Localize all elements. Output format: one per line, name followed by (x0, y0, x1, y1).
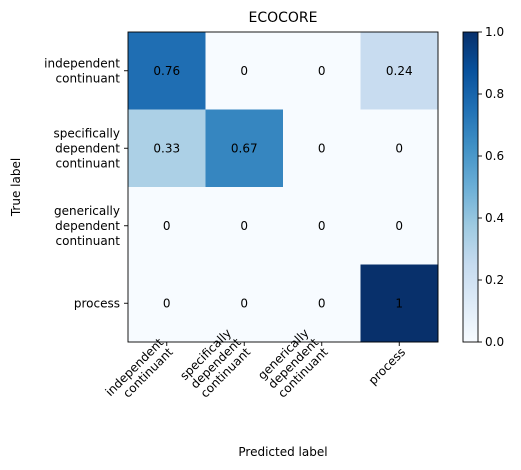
cell-value-label-1-3: 0 (395, 141, 403, 155)
cell-value-label-0-0: 0.76 (153, 64, 180, 78)
cell-value-label-2-2: 0 (318, 219, 326, 233)
matrix-cell-3-1 (205, 264, 284, 343)
matrix-cell-3-0 (128, 264, 206, 343)
matrix-cell-2-2 (283, 187, 361, 265)
colorbar-tick-label-5: 1.0 (485, 25, 504, 39)
y-tick-label-line: independent (44, 56, 120, 70)
matrix-cell-3-2 (283, 264, 361, 343)
cell-value-label-2-3: 0 (395, 219, 403, 233)
colorbar-tick-label-1: 0.2 (485, 273, 504, 287)
cell-value-label-3-3: 1 (395, 296, 403, 310)
matrix-cell-2-1 (205, 187, 284, 265)
y-tick-label-line: continuant (56, 71, 121, 85)
x-axis-label: Predicted label (238, 445, 327, 459)
x-tick-label-3: process (366, 345, 409, 388)
y-tick-label-line: generically (54, 204, 120, 218)
colorbar-tick-label-4: 0.8 (485, 87, 504, 101)
matrix-cell-2-3 (360, 187, 439, 265)
x-tick-label-line: process (366, 345, 409, 388)
matrix-cell-0-1 (205, 32, 284, 110)
cell-value-label-0-2: 0 (318, 64, 326, 78)
matrix-cell-1-0 (128, 109, 206, 188)
cell-value-label-2-1: 0 (240, 219, 248, 233)
cell-value-labels: 0.76 0 0 0.24 0.33 0.67 0 0 0 0 0 0 0 0 0 1 (153, 64, 412, 311)
colorbar (462, 31, 479, 343)
matrix-cell-2-0 (128, 187, 206, 265)
plot-frame (127, 31, 439, 343)
cell-value-label-1-0: 0.33 (153, 141, 180, 155)
cell-value-label-1-2: 0 (318, 141, 326, 155)
cell-value-label-3-0: 0 (163, 296, 171, 310)
colorbar-tick-label-2: 0.4 (485, 211, 504, 225)
chart-title: ECOCORE (248, 10, 317, 26)
cell-value-label-0-1: 0 (240, 64, 248, 78)
y-tick-label-line: continuant (56, 234, 121, 248)
y-tick-label-line: dependent (55, 219, 120, 233)
matrix-cell-0-3 (360, 32, 439, 110)
y-tick-label-line: process (74, 296, 120, 310)
cell-value-label-3-2: 0 (318, 296, 326, 310)
y-axis-label: True label (9, 158, 23, 217)
y-axis: independentcontinuantspecificallydepende… (44, 56, 128, 310)
matrix-cell-0-2 (283, 32, 361, 110)
cell-value-label-3-1: 0 (240, 296, 248, 310)
cell-value-label-1-1: 0.67 (231, 141, 258, 155)
colorbar-ticks: 0.0 0.2 0.4 0.6 0.8 1.0 (478, 25, 504, 349)
y-tick-label-line: dependent (55, 141, 120, 155)
matrix-cell-1-1 (205, 109, 284, 188)
cell-value-label-2-0: 0 (163, 219, 171, 233)
colorbar-tick-label-0: 0.0 (485, 335, 504, 349)
y-tick-label-line: specifically (54, 126, 120, 140)
cell-value-label-0-3: 0.24 (386, 64, 413, 78)
matrix-cell-1-2 (283, 109, 361, 188)
colorbar-tick-label-3: 0.6 (485, 149, 504, 163)
y-tick-label-line: continuant (56, 156, 121, 170)
matrix-cell-3-3 (360, 264, 439, 343)
matrix-cells (128, 32, 439, 343)
matrix-cell-1-3 (360, 109, 439, 188)
matrix-cell-0-0 (128, 32, 206, 110)
